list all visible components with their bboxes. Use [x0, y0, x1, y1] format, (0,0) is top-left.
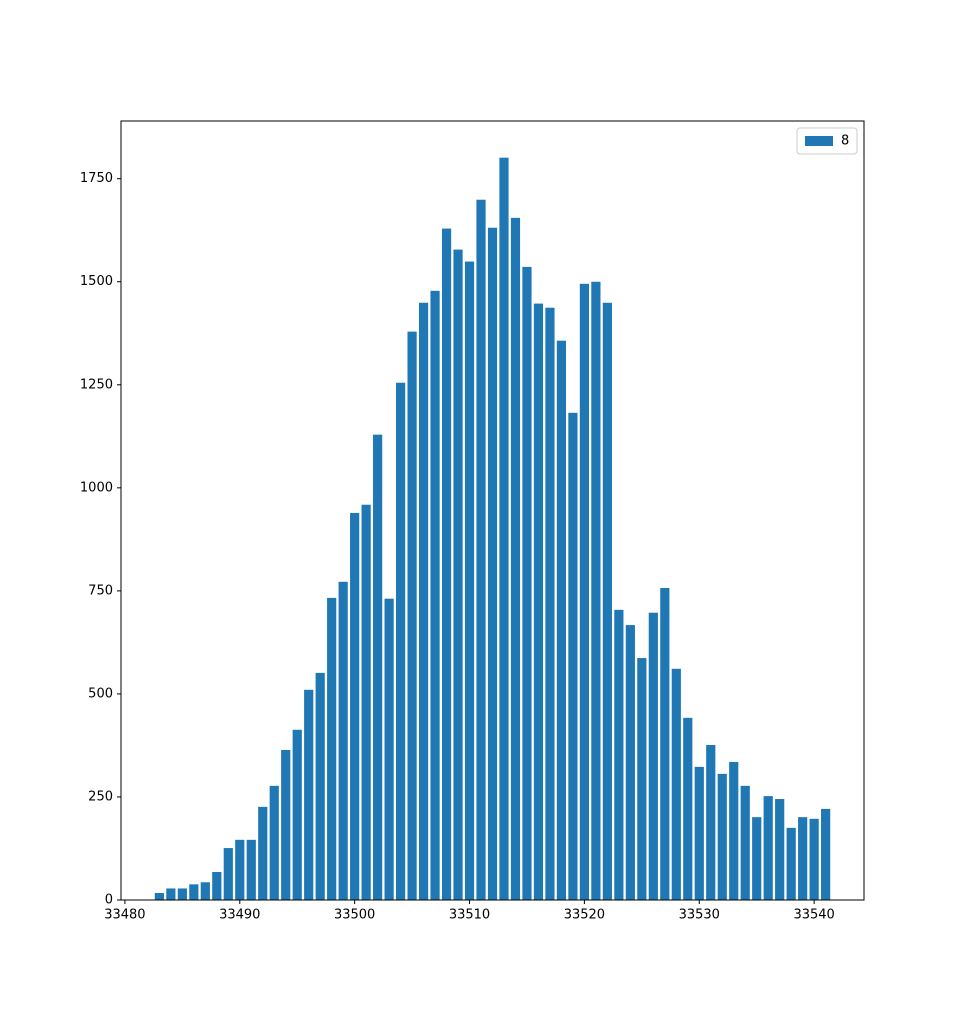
- bar: [212, 871, 222, 900]
- x-tick-label: 33540: [793, 908, 834, 923]
- bar: [281, 749, 291, 900]
- bar: [418, 302, 429, 900]
- bar: [671, 668, 681, 900]
- bar: [235, 839, 245, 900]
- bar: [430, 290, 440, 901]
- bar: [292, 729, 302, 900]
- bar: [407, 331, 417, 900]
- bar: [510, 217, 521, 900]
- bar: [717, 773, 727, 900]
- bar: [602, 302, 612, 900]
- bar: [269, 785, 279, 900]
- bar: [694, 766, 704, 900]
- bar: [740, 785, 750, 900]
- bar: [729, 761, 739, 900]
- bar: [177, 888, 187, 900]
- legend-label: 8: [841, 134, 849, 149]
- bar: [189, 884, 199, 900]
- y-tick-label: 500: [88, 686, 113, 701]
- bar: [648, 612, 658, 900]
- bar: [798, 817, 808, 900]
- bar: [809, 818, 819, 900]
- bar: [166, 888, 176, 900]
- bar: [441, 228, 452, 901]
- bar: [625, 625, 635, 900]
- bar: [786, 827, 796, 900]
- x-tick-label: 33530: [679, 908, 720, 923]
- bar: [591, 281, 601, 900]
- bar: [258, 806, 268, 900]
- y-tick-label: 1750: [80, 171, 113, 186]
- bar: [361, 504, 371, 900]
- bar: [304, 689, 314, 900]
- y-tick-label: 750: [88, 583, 113, 598]
- bar: [223, 848, 233, 900]
- bar: [545, 307, 555, 900]
- bar: [315, 672, 325, 900]
- bar: [533, 303, 544, 900]
- bar: [499, 157, 509, 900]
- bar: [396, 382, 406, 900]
- bar: [568, 412, 578, 900]
- bar: [683, 717, 693, 900]
- bar: [614, 609, 624, 900]
- plot-frame: [120, 120, 865, 901]
- y-tick-label: 1500: [80, 274, 113, 289]
- bar: [154, 892, 164, 900]
- bar: [522, 266, 532, 900]
- bar: [775, 799, 785, 900]
- x-tick-label: 33520: [564, 908, 605, 923]
- x-tick-label: 33480: [104, 908, 145, 923]
- bar: [350, 512, 360, 900]
- bar: [821, 808, 831, 900]
- x-tick-label: 33490: [219, 908, 260, 923]
- bar: [487, 227, 498, 901]
- bar: [384, 598, 394, 900]
- bar: [752, 817, 762, 900]
- x-tick-label: 33510: [449, 908, 490, 923]
- bar: [464, 261, 475, 900]
- y-tick-label: 1250: [80, 377, 113, 392]
- x-tick-label: 33500: [334, 908, 375, 923]
- bar: [763, 796, 773, 900]
- bar: [373, 434, 383, 900]
- bar: [200, 882, 210, 900]
- bar: [579, 283, 589, 900]
- bar: [338, 581, 348, 900]
- bar: [706, 745, 716, 900]
- bar: [556, 340, 567, 900]
- legend-swatch: [805, 136, 833, 146]
- y-tick-label: 1000: [80, 480, 113, 495]
- y-tick-label: 250: [88, 789, 113, 804]
- y-tick-label: 0: [105, 893, 113, 908]
- bar: [453, 249, 463, 901]
- bar: [476, 199, 486, 900]
- bar: [327, 597, 337, 900]
- bar: [637, 658, 647, 900]
- bar: [246, 839, 256, 900]
- bar: [660, 587, 670, 900]
